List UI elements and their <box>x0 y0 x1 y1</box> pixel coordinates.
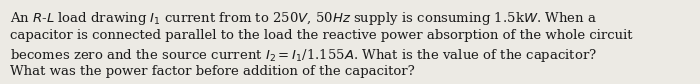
Text: What was the power factor before addition of the capacitor?: What was the power factor before additio… <box>10 66 414 79</box>
Text: becomes zero and the source current $\it{I}_2 = \it{I}_1$/1.155$\it{A}$. What is: becomes zero and the source current $\it… <box>10 47 597 64</box>
Text: capacitor is connected parallel to the load the reactive power absorption of the: capacitor is connected parallel to the l… <box>10 28 633 41</box>
Text: An $\it{R}$-$\it{L}$ load drawing $\it{I}_1$ current from to 250$\it{V}$, 50$\it: An $\it{R}$-$\it{L}$ load drawing $\it{I… <box>10 10 597 27</box>
